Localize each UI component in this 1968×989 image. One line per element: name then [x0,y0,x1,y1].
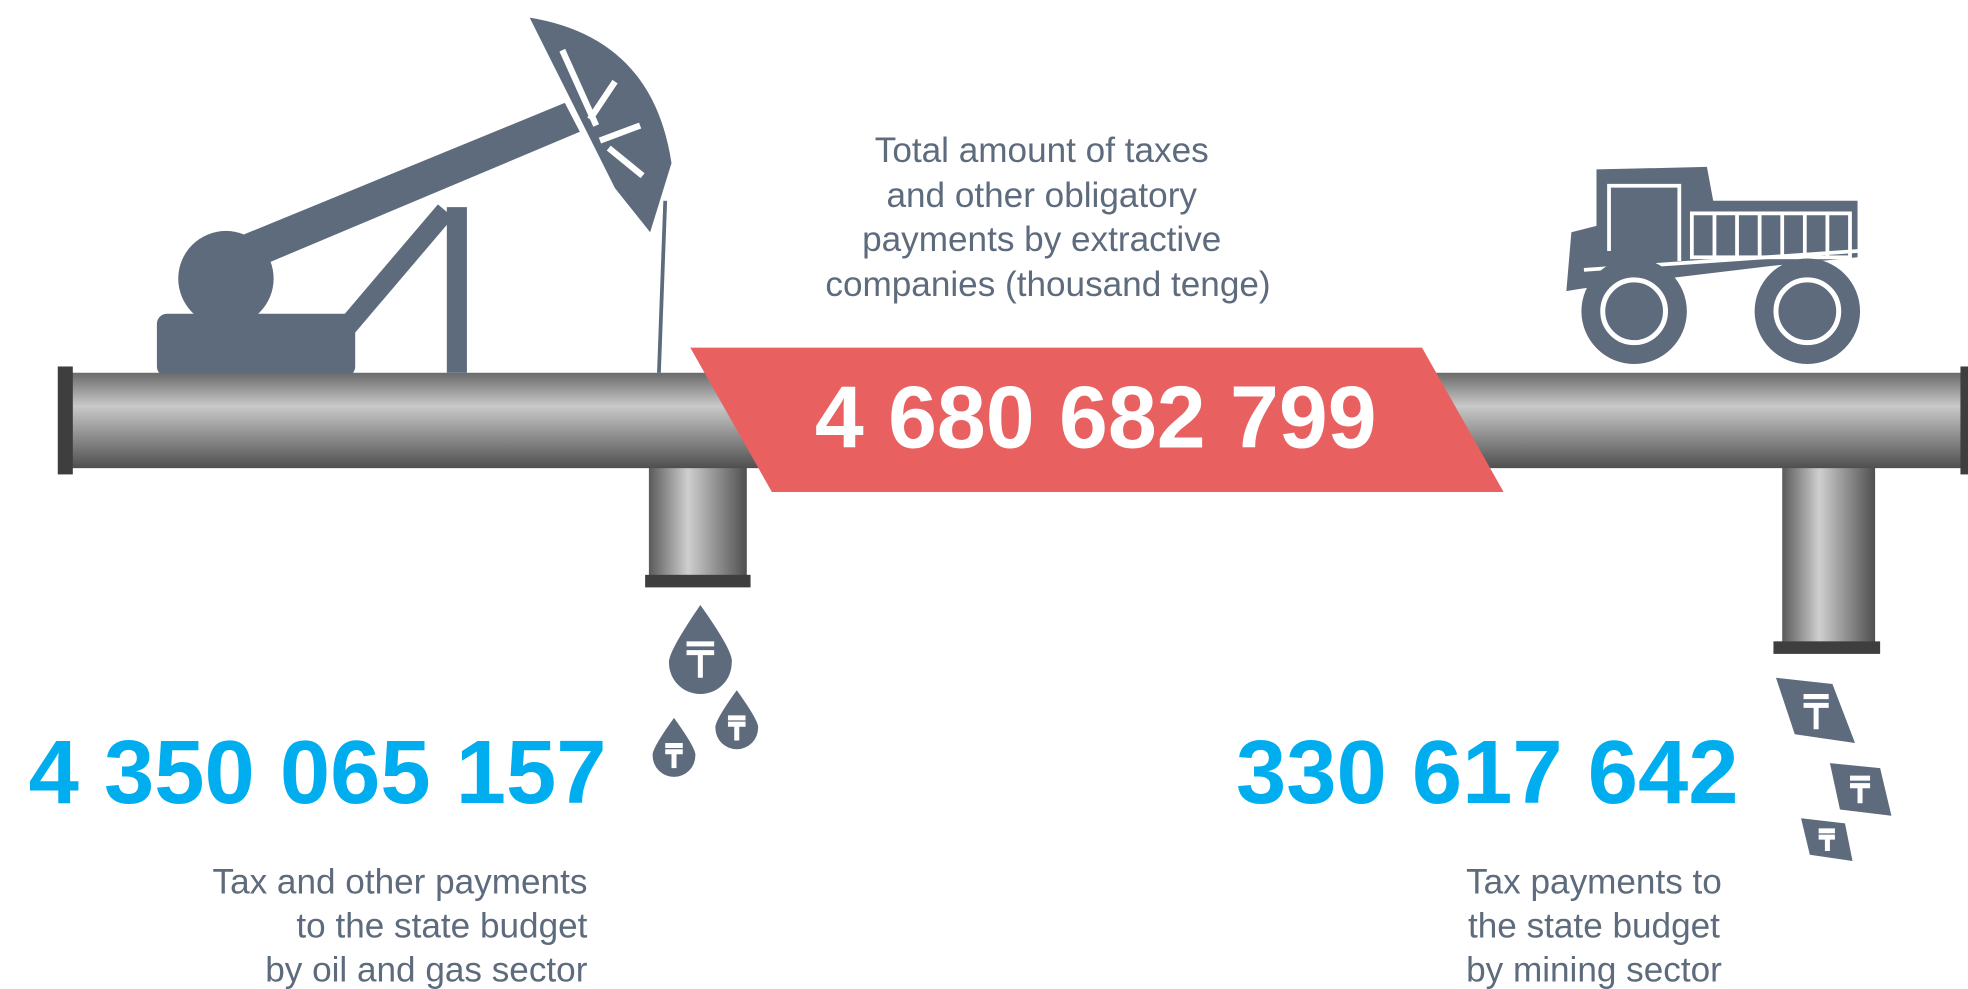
caption-line: by mining sector [1466,950,1722,989]
oil-gas-value: 4 350 065 157 [29,722,607,823]
caption-line: companies (thousand tenge) [825,265,1270,304]
caption-line: Tax and other payments [213,863,588,902]
tenge-drops [653,605,759,777]
oil-gas-caption: Tax and other payments to the state budg… [213,863,588,989]
page: 4 680 682 799 Total amount of taxes and … [0,0,1968,989]
caption-line: to the state budget [296,907,587,946]
tenge-coins [1776,678,1891,861]
infographic: 4 680 682 799 Total amount of taxes and … [0,0,1968,989]
mining-value: 330 617 642 [1236,722,1739,823]
caption-line: by oil and gas sector [265,950,587,989]
center-caption: Total amount of taxes and other obligato… [825,131,1270,304]
mining-caption: Tax payments to the state budget by mini… [1466,863,1722,989]
pump-jack [157,18,672,377]
caption-line: Total amount of taxes [875,131,1209,170]
total-value: 4 680 682 799 [815,367,1377,466]
caption-line: and other obligatory [886,176,1197,215]
truck [1566,167,1860,364]
caption-line: payments by extractive [862,220,1221,259]
caption-line: Tax payments to [1466,863,1722,902]
caption-line: the state budget [1468,907,1720,946]
